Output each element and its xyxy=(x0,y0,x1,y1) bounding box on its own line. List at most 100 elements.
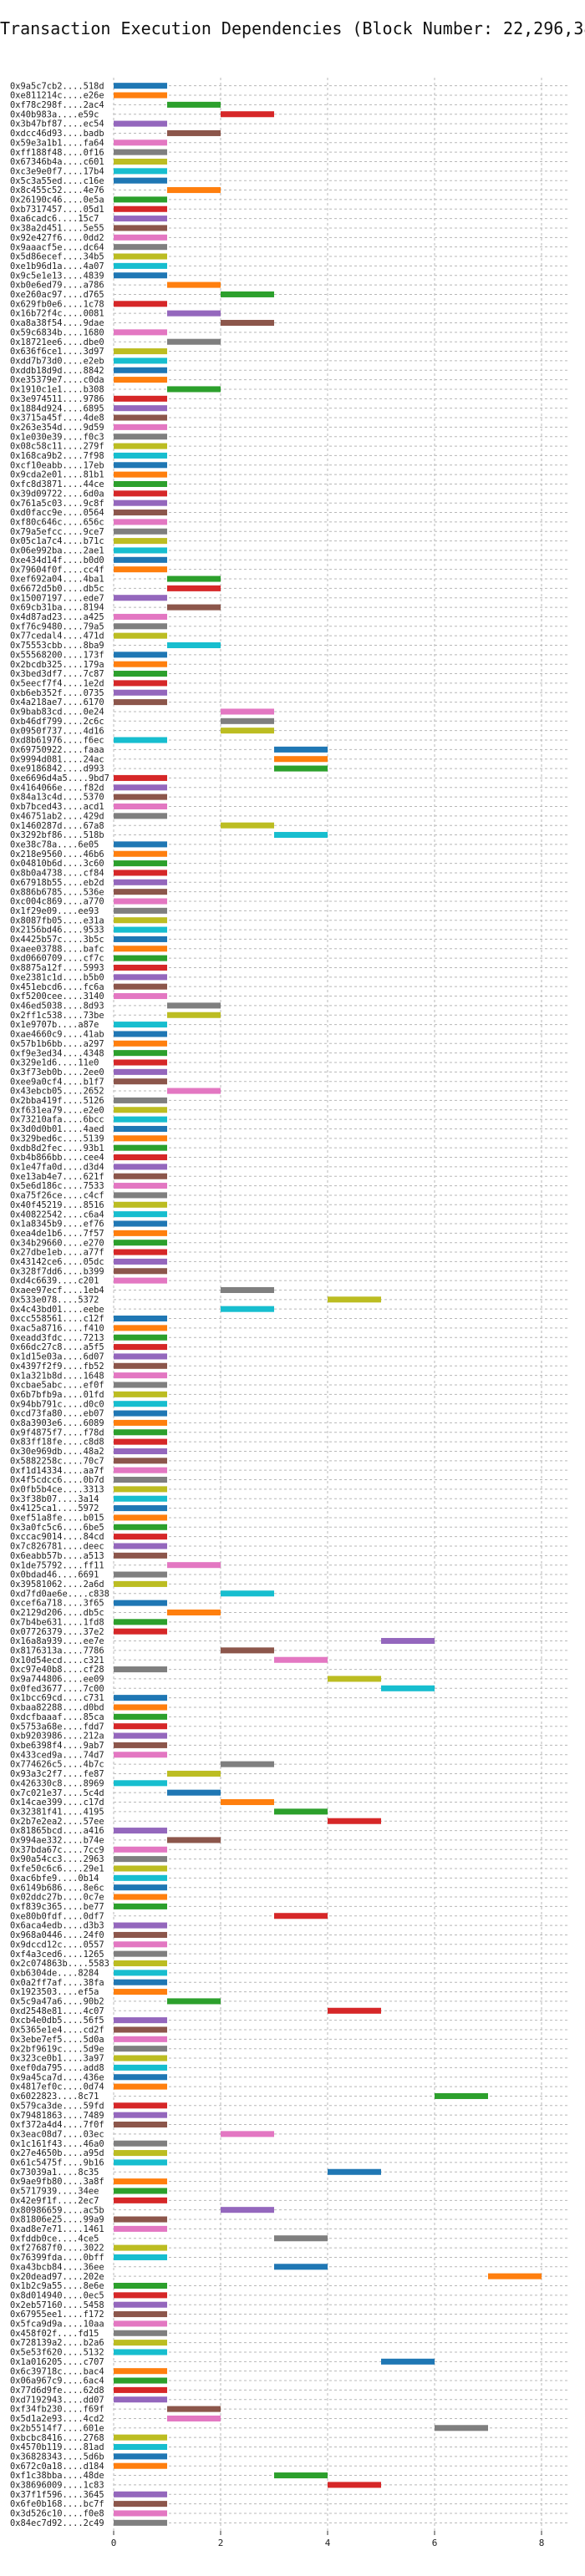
execution-bar xyxy=(114,395,167,402)
execution-bar xyxy=(114,993,167,1000)
transaction-label: 0xd0facc9e....0564 xyxy=(10,508,104,518)
transaction-label: 0xc004c869....a770 xyxy=(10,897,104,907)
execution-bar xyxy=(114,870,167,876)
transaction-label: 0x218e9560....46b6 xyxy=(10,849,104,860)
execution-bar xyxy=(167,338,221,345)
execution-bar xyxy=(114,2244,167,2251)
execution-bar xyxy=(221,718,274,724)
transaction-label: 0x9994d081....24ac xyxy=(10,754,104,764)
execution-bar xyxy=(114,1316,167,1322)
transaction-label: 0xcf10eabb....17eb xyxy=(10,460,104,470)
transaction-label: 0x9a5c7cb2....518d xyxy=(10,81,104,91)
x-tick-label: 2 xyxy=(218,2538,224,2548)
transaction-label: 0x6672d5b0....db5c xyxy=(10,584,104,594)
transaction-label: 0x46ed5038....8d93 xyxy=(10,1001,104,1011)
transaction-label: 0xcef6a718....3f65 xyxy=(10,1599,104,1609)
transaction-label: 0x629fb0e6....1c78 xyxy=(10,299,104,309)
transaction-label: 0x263e354d....9d59 xyxy=(10,423,104,433)
execution-bar xyxy=(114,841,167,848)
transaction-label: 0x3a0fc5c6....6be5 xyxy=(10,1523,104,1533)
execution-bar xyxy=(114,216,167,222)
transaction-label: 0x2eb57160....5458 xyxy=(10,2300,104,2310)
transaction-label: 0x02ddc27b....0c7e xyxy=(10,1893,104,1903)
transaction-label: 0xb7317457....05d1 xyxy=(10,205,104,215)
execution-bar xyxy=(328,2007,381,2014)
execution-bar xyxy=(114,1448,167,1454)
transaction-label: 0x8d014940....0ec5 xyxy=(10,2290,104,2300)
execution-bar xyxy=(167,1088,221,1094)
execution-bar xyxy=(114,2178,167,2185)
execution-bar xyxy=(114,528,167,535)
transaction-label: 0xdb8d2fec....93b1 xyxy=(10,1143,104,1154)
execution-bar xyxy=(114,177,167,184)
transaction-label: 0x79481863....7489 xyxy=(10,2111,104,2121)
execution-bar xyxy=(221,1799,274,1806)
transaction-label: 0x3d526c10....f0e8 xyxy=(10,2509,104,2519)
transaction-label: 0x5d1a2e93....4cd2 xyxy=(10,2414,104,2424)
transaction-label: 0x6eabb57b....a513 xyxy=(10,1551,104,1561)
transaction-label: 0x76399fda....0bff xyxy=(10,2253,104,2263)
execution-bar xyxy=(221,2131,274,2137)
execution-bar xyxy=(274,832,328,839)
execution-bar xyxy=(167,1012,221,1018)
transaction-label: 0x9ae9fb80....3a8f xyxy=(10,2177,104,2187)
execution-bar xyxy=(167,1837,221,1843)
execution-bar xyxy=(114,1107,167,1113)
execution-bar xyxy=(114,1752,167,1758)
execution-bar xyxy=(114,2453,167,2460)
execution-bar xyxy=(114,1325,167,1331)
transaction-label: 0xf76c9480....79a5 xyxy=(10,621,104,631)
execution-bar xyxy=(167,641,221,649)
execution-bar xyxy=(114,158,167,165)
execution-bar xyxy=(114,480,167,488)
execution-bar xyxy=(114,1486,167,1493)
execution-bar xyxy=(167,1562,221,1569)
execution-bar xyxy=(114,120,167,127)
execution-bar xyxy=(114,2046,167,2052)
y-axis-labels: 0x9a5c7cb2....518d0xe811214c....e26e0xf7… xyxy=(10,81,109,2528)
execution-bar xyxy=(114,253,167,260)
execution-bar xyxy=(167,604,221,611)
transaction-label: 0x14cae399....c17d xyxy=(10,1798,104,1808)
transaction-label: 0x1f29e09....ee93 xyxy=(10,906,99,916)
transaction-label: 0x0fb5b4ce....3313 xyxy=(10,1484,104,1494)
execution-bar xyxy=(114,1268,167,1275)
execution-bar xyxy=(167,101,221,108)
x-tick-label: 0 xyxy=(111,2538,117,2548)
transaction-label: 0x18721ee6....dbe0 xyxy=(10,337,104,347)
transaction-label: 0x3292bf86....518b xyxy=(10,830,104,840)
execution-bar xyxy=(114,1571,167,1578)
execution-bar xyxy=(114,367,167,373)
execution-bar xyxy=(221,2207,274,2213)
transaction-label: 0x9f4875f7....f78d xyxy=(10,1427,104,1438)
transaction-label: 0x2b5514f7....601e xyxy=(10,2423,104,2433)
execution-bar xyxy=(167,129,221,136)
transaction-label: 0xe13ab4e7....621f xyxy=(10,1172,104,1182)
execution-bar xyxy=(114,1543,167,1549)
transaction-label: 0x38696009....1c83 xyxy=(10,2481,104,2491)
execution-bar xyxy=(328,1676,381,1682)
execution-bar xyxy=(114,774,167,781)
transaction-label: 0x329bed6c....5139 xyxy=(10,1133,104,1143)
transaction-label: 0x2b7e2ea2....57ee xyxy=(10,1817,104,1827)
transaction-label: 0x57b1b6bb....a297 xyxy=(10,1039,104,1049)
execution-bar xyxy=(114,1828,167,1834)
transaction-label: 0xb4b866bb....cee4 xyxy=(10,1153,104,1163)
transaction-label: 0x451ebcd6....fc6a xyxy=(10,982,104,992)
transaction-label: 0xd7192943....dd07 xyxy=(10,2395,104,2405)
execution-bar xyxy=(114,1125,167,1132)
execution-bar xyxy=(274,746,328,753)
transaction-label: 0x1c161f43....46a0 xyxy=(10,2139,104,2149)
execution-bar xyxy=(114,2377,167,2384)
transaction-label: 0x94bb791c....d0c0 xyxy=(10,1399,104,1409)
transaction-label: 0x328f7dd6....b399 xyxy=(10,1266,104,1276)
execution-bar xyxy=(114,2159,167,2166)
execution-bar xyxy=(114,2462,167,2469)
execution-bar xyxy=(435,2425,488,2431)
transaction-label: 0x4125ca1....5972 xyxy=(10,1504,99,1514)
transaction-label: 0x761a5c03....9c8f xyxy=(10,499,104,509)
execution-bar xyxy=(274,1656,328,1663)
transaction-label: 0x36828343....5d6b xyxy=(10,2452,104,2462)
execution-bar xyxy=(114,898,167,905)
